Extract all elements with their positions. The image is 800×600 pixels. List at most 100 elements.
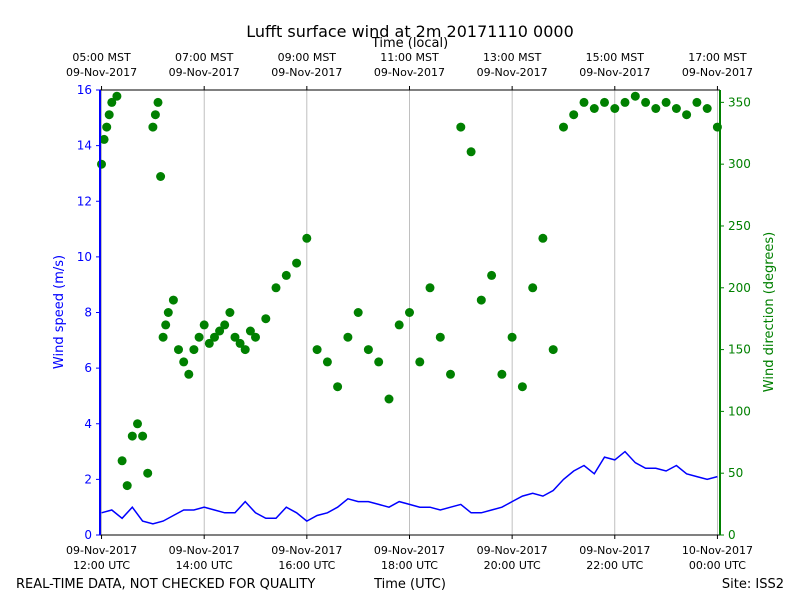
x-tick-time: 20:00 UTC [484,559,541,572]
y-axis-left-label: Wind speed (m/s) [52,255,67,369]
footer-disclaimer: REAL-TIME DATA, NOT CHECKED FOR QUALITY [16,577,315,592]
top-tick-date: 09-Nov-2017 [169,66,240,79]
direction-point [251,332,260,342]
direction-point [215,326,225,336]
direction-point [225,308,235,317]
direction-point [671,104,681,113]
top-tick-date: 09-Nov-2017 [477,66,548,79]
direction-point [156,172,166,181]
direction-point [199,320,209,330]
direction-point [174,345,183,355]
footer-site: Site: ISS2 [722,577,784,592]
direction-point [122,481,132,491]
direction-point [456,122,466,132]
direction-point [661,97,671,107]
x-tick-date: 09-Nov-2017 [374,544,445,557]
top-axis-ticks: 05:00 MST 09-Nov-2017 07:00 MST 09-Nov-2017… [66,51,753,90]
y-left-tick-label: 16 [77,83,92,97]
direction-point [497,369,507,379]
direction-point [384,394,394,404]
direction-point [507,332,517,342]
direction-point [133,419,142,429]
top-tick-time: 15:00 MST [586,51,645,64]
direction-point [184,369,194,379]
top-tick-date: 09-Nov-2017 [66,66,137,79]
direction-point [610,104,620,113]
x-tick-date: 09-Nov-2017 [579,544,650,557]
direction-point [589,104,599,113]
y-right-tick-label: 50 [728,466,743,480]
direction-point [682,110,692,120]
y-left-tick-label: 14 [77,139,92,153]
direction-point [579,97,589,107]
direction-point [405,308,414,317]
x-tick-time: 16:00 UTC [278,559,335,572]
direction-point [127,431,137,441]
top-tick-time: 07:00 MST [175,51,234,64]
y-left-tick-label: 0 [84,528,92,542]
top-tick-time: 13:00 MST [483,51,542,64]
direction-point [117,456,127,466]
direction-point [161,320,171,330]
x-tick-time: 22:00 UTC [586,559,643,572]
direction-point [281,270,291,280]
direction-point [235,338,245,348]
y-left-tick-label: 6 [84,361,92,375]
direction-point [641,97,651,107]
bottom-axis-ticks: 09-Nov-2017 12:00 UTC 09-Nov-2017 14:00 UTC… [66,535,753,572]
direction-point [163,308,173,317]
direction-point [189,345,199,355]
y-left-tick-label: 10 [77,250,92,264]
top-tick-time: 11:00 MST [380,51,439,64]
direction-point [538,233,548,243]
direction-point [322,357,332,367]
direction-point [153,97,163,107]
direction-point [559,122,568,132]
x-tick-date: 09-Nov-2017 [169,544,240,557]
direction-point [99,134,109,144]
top-tick-date: 09-Nov-2017 [682,66,753,79]
top-tick-date: 09-Nov-2017 [271,66,342,79]
speed-series [101,450,718,525]
direction-point [261,314,271,324]
direction-point [600,97,609,107]
top-tick-date: 09-Nov-2017 [374,66,445,79]
direction-point [343,332,353,342]
x-tick-time: 18:00 UTC [381,559,438,572]
direction-point [210,332,219,342]
direction-point [394,320,404,330]
direction-point [374,357,384,367]
direction-point [446,369,455,379]
right-axis-ticks: 0 50 100 150 200 250 300 350 [720,95,751,542]
direction-series [97,91,722,491]
top-axis-label: Time (local) [371,36,448,51]
y-right-tick-label: 0 [728,528,736,542]
top-tick-time: 05:00 MST [72,51,131,64]
direction-point [143,468,153,478]
y-left-tick-label: 4 [84,417,92,431]
direction-point [240,345,250,355]
direction-point [517,382,527,392]
direction-point [102,122,112,132]
y-left-tick-label: 2 [84,472,92,486]
direction-point [353,308,363,317]
top-tick-time: 17:00 MST [688,51,747,64]
direction-point [312,345,322,355]
y-right-tick-label: 200 [728,281,751,295]
direction-point [107,97,117,107]
direction-point [148,122,158,132]
left-axis-ticks: 0 2 4 6 8 10 12 14 16 [77,83,100,542]
direction-point [630,91,640,101]
y-right-tick-label: 300 [728,157,751,171]
y-right-tick-label: 150 [728,343,751,357]
direction-point [292,258,302,268]
direction-point [363,345,373,355]
direction-point [138,431,148,441]
direction-point [245,326,255,336]
chart-title: Lufft surface wind at 2m 20171110 0000 [246,22,574,41]
x-tick-date: 09-Nov-2017 [271,544,342,557]
direction-point [271,283,281,293]
direction-point [425,283,435,293]
direction-point [435,332,445,342]
